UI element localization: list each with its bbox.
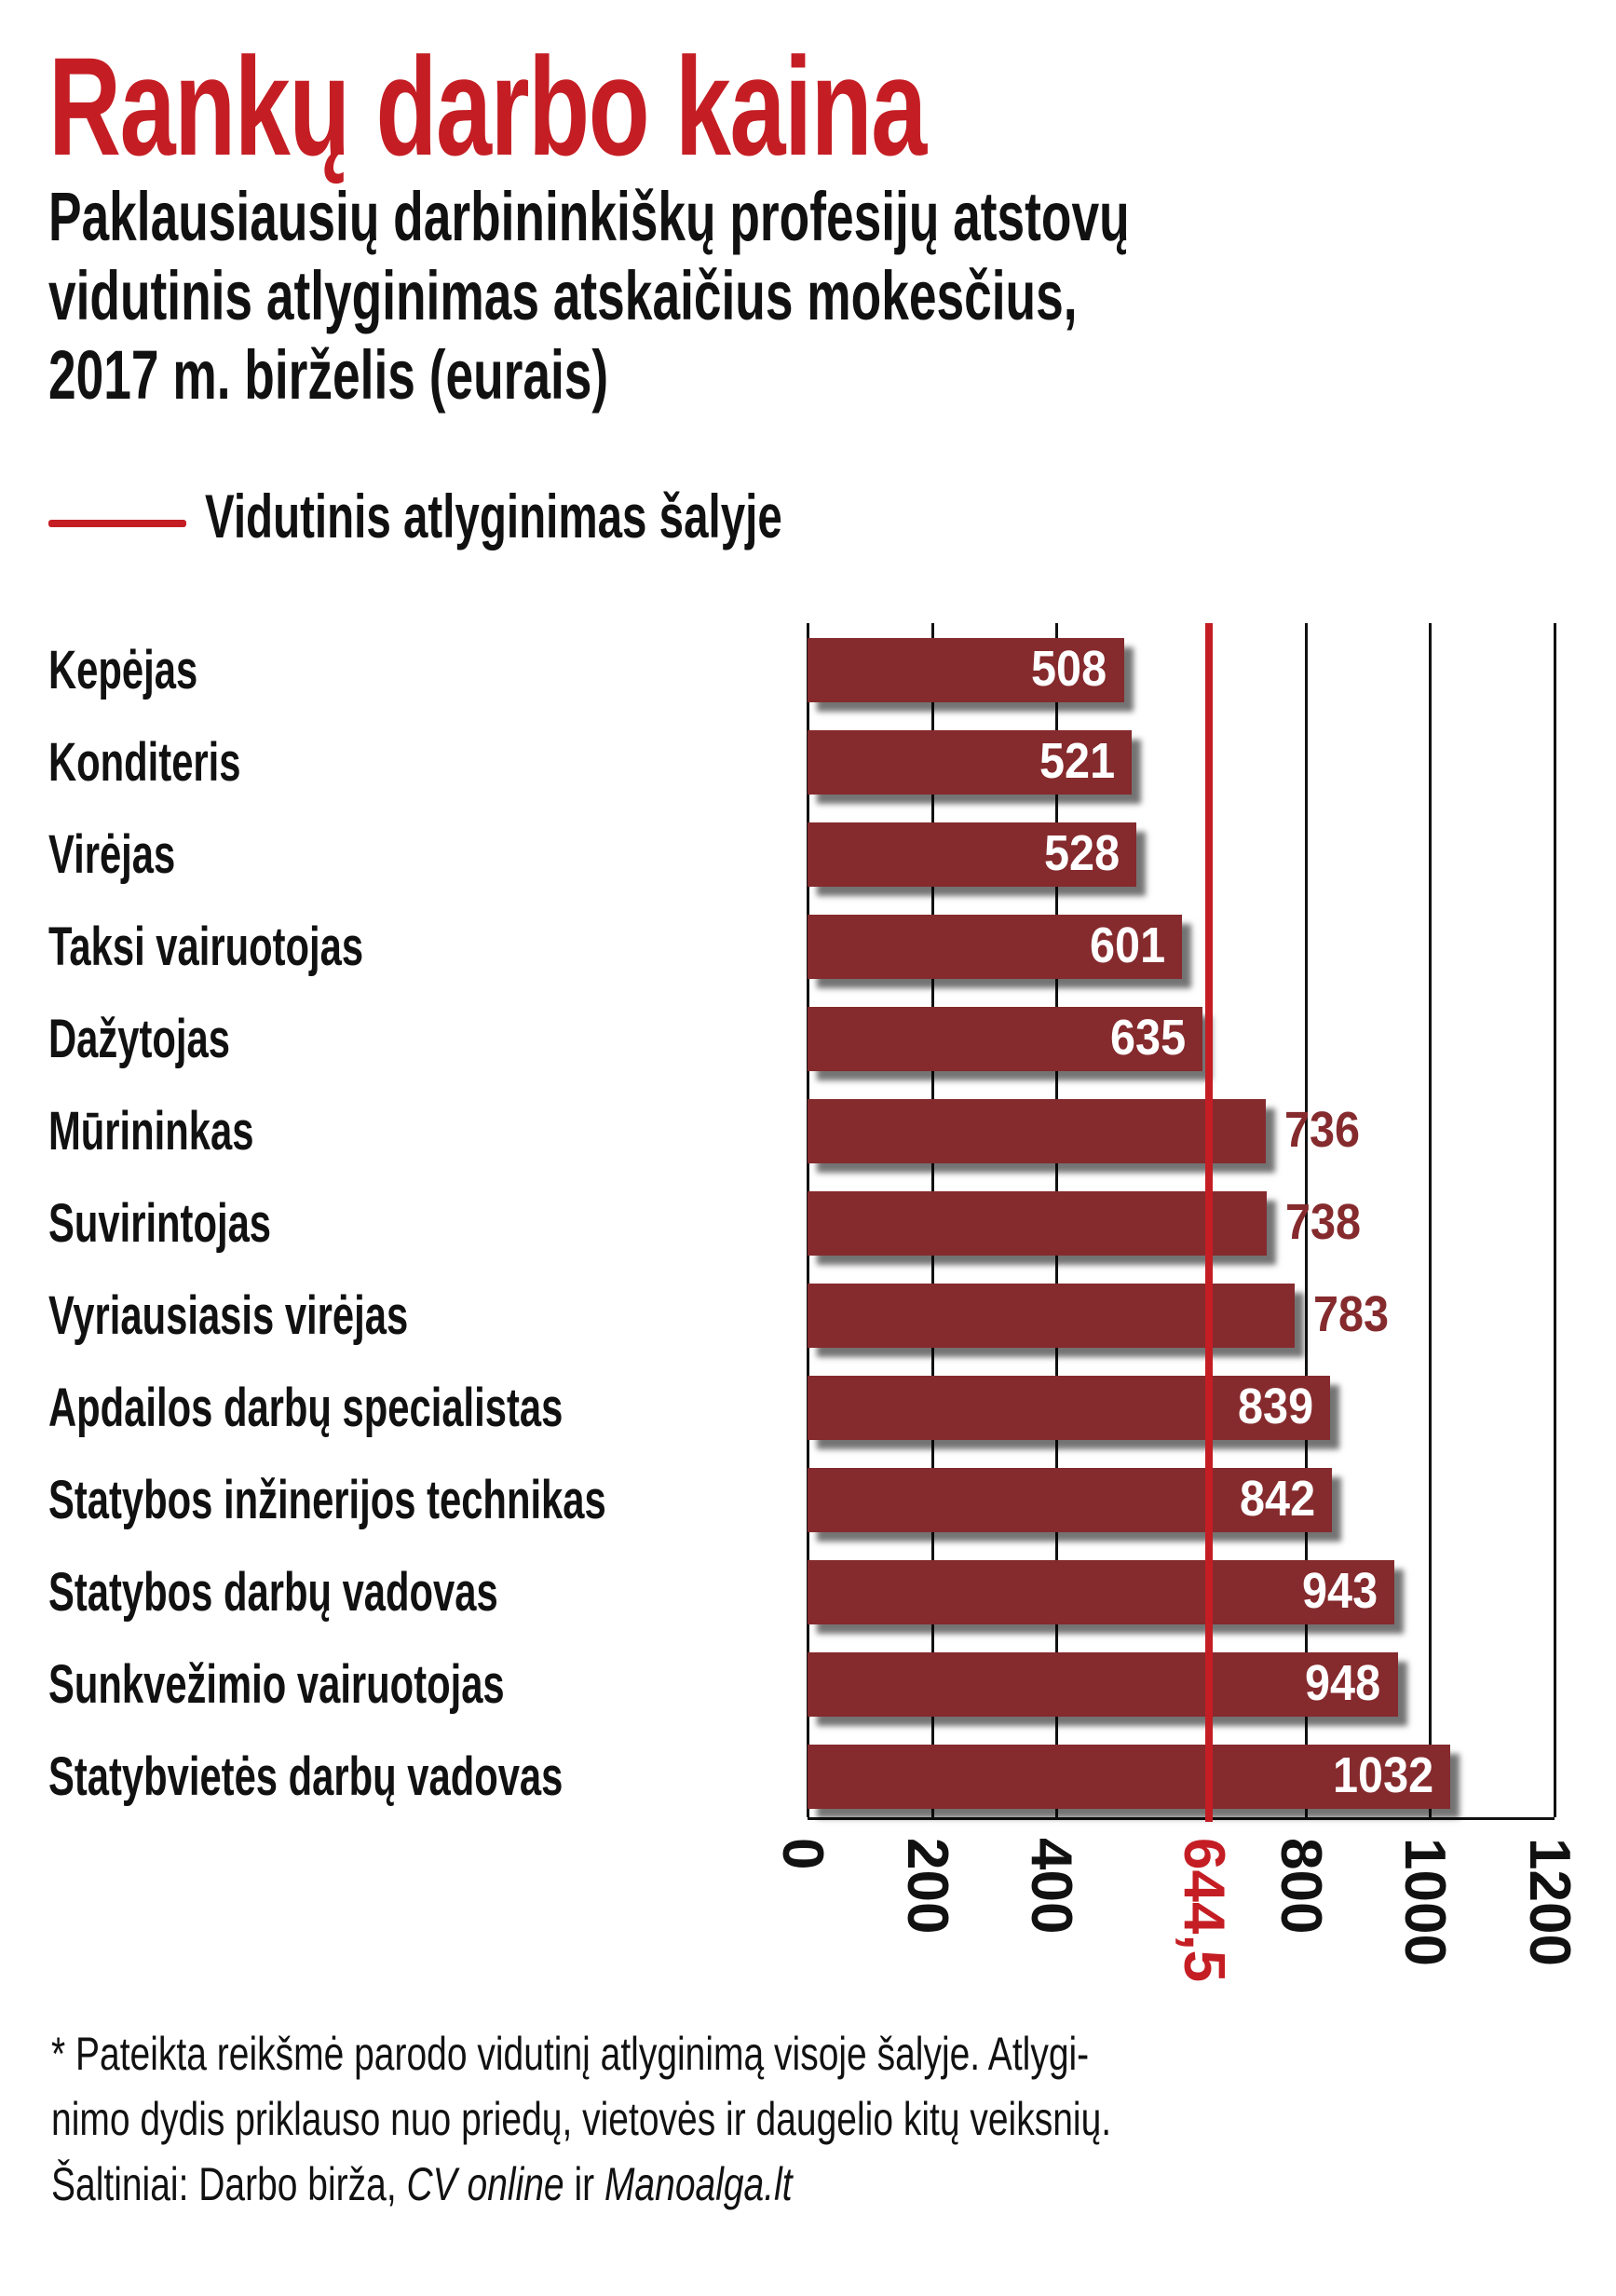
value-label: 736: [1283, 1102, 1360, 1158]
category-label: Dažytojas: [48, 1008, 230, 1069]
x-tick-label: 0: [770, 1838, 835, 1870]
chart-subtitle-line-1: Paklausiausių darbininkiškų profesijų at…: [48, 178, 1130, 255]
bar: [808, 1560, 1395, 1624]
bar: [808, 1284, 1296, 1348]
category-label: Konditeris: [48, 731, 241, 793]
footnote: * Pateikta reikšmė parodo vidutinį atlyg…: [51, 2021, 1111, 2217]
x-axis-line: [808, 1817, 1555, 1820]
category-label: Statybos inžinerijos technikas: [48, 1469, 606, 1530]
sources-mid: ir: [564, 2158, 604, 2210]
value-label: 839: [1237, 1379, 1313, 1434]
value-label: 635: [1110, 1010, 1187, 1066]
chart-subtitle-line-2: vidutinis atlyginimas atskaičius mokesči…: [48, 257, 1078, 334]
category-label: Sunkvežimio vairuotojas: [48, 1653, 505, 1715]
bar: [808, 638, 1124, 702]
value-label: 783: [1313, 1286, 1390, 1342]
value-label: 1032: [1332, 1747, 1433, 1803]
bar: [808, 1652, 1398, 1717]
gridline: [1429, 623, 1433, 1817]
category-label: Suvirintojas: [48, 1192, 272, 1254]
bar: [808, 1191, 1268, 1256]
legend-label: Vidutinis atlyginimas šalyje: [205, 482, 782, 550]
value-label: 948: [1305, 1655, 1381, 1711]
bar: [808, 915, 1182, 979]
category-label: Taksi vairuotojas: [48, 916, 364, 977]
category-label: Kepėjas: [48, 639, 198, 700]
source-cv-online: CV online: [406, 2158, 564, 2210]
x-tick-label: 800: [1268, 1838, 1333, 1935]
x-tick-label: 1200: [1517, 1838, 1582, 1966]
source-manoalga: Manoalga.lt: [604, 2158, 793, 2210]
category-label: Virėjas: [48, 823, 176, 885]
value-label: 943: [1302, 1563, 1378, 1619]
category-label: Apdailos darbų specialistas: [48, 1377, 564, 1438]
bar-chart: 0 200 400 800 1000 1200 Kepėjas 508 Konditeris 52…: [48, 623, 1582, 1983]
gridline: [1554, 623, 1556, 1817]
category-label: Mūrininkas: [48, 1100, 254, 1162]
category-label: Statybvietės darbų vadovas: [48, 1746, 564, 1807]
value-label: 842: [1239, 1471, 1315, 1527]
bar: [808, 1376, 1330, 1440]
x-tick-label: 1000: [1392, 1838, 1458, 1966]
value-label: 738: [1285, 1194, 1362, 1250]
legend-line-swatch: [48, 520, 186, 527]
category-label: Vyriausiasis virėjas: [48, 1284, 409, 1346]
x-tick-label: 200: [894, 1838, 959, 1935]
reference-line: [1204, 623, 1213, 1822]
bar: [808, 1099, 1266, 1163]
bar: [808, 1468, 1332, 1532]
sources-line: Šaltiniai: Darbo birža, CV online ir Man…: [51, 2152, 1111, 2217]
x-tick-label: 400: [1019, 1838, 1084, 1935]
reference-line-label: 644,5: [1171, 1838, 1236, 1983]
value-label: 528: [1043, 825, 1120, 881]
bar: [808, 1745, 1450, 1809]
sources-prefix: Šaltiniai: Darbo birža,: [51, 2158, 407, 2210]
footnote-line-2: nimo dydis priklauso nuo priedų, vietovė…: [51, 2093, 1112, 2145]
footnote-line-1: * Pateikta reikšmė parodo vidutinį atlyg…: [51, 2028, 1090, 2080]
bar: [808, 822, 1136, 887]
chart-subtitle-line-3: 2017 m. birželis (eurais): [48, 336, 609, 414]
value-label: 508: [1031, 641, 1107, 697]
gridline: [1304, 623, 1308, 1817]
chart-title: Rankų darbo kaina: [48, 28, 927, 184]
value-label: 521: [1039, 733, 1116, 789]
category-label: Statybos darbų vadovas: [48, 1561, 498, 1623]
value-label: 601: [1089, 917, 1165, 973]
bar: [808, 730, 1133, 795]
bar: [808, 1007, 1203, 1071]
